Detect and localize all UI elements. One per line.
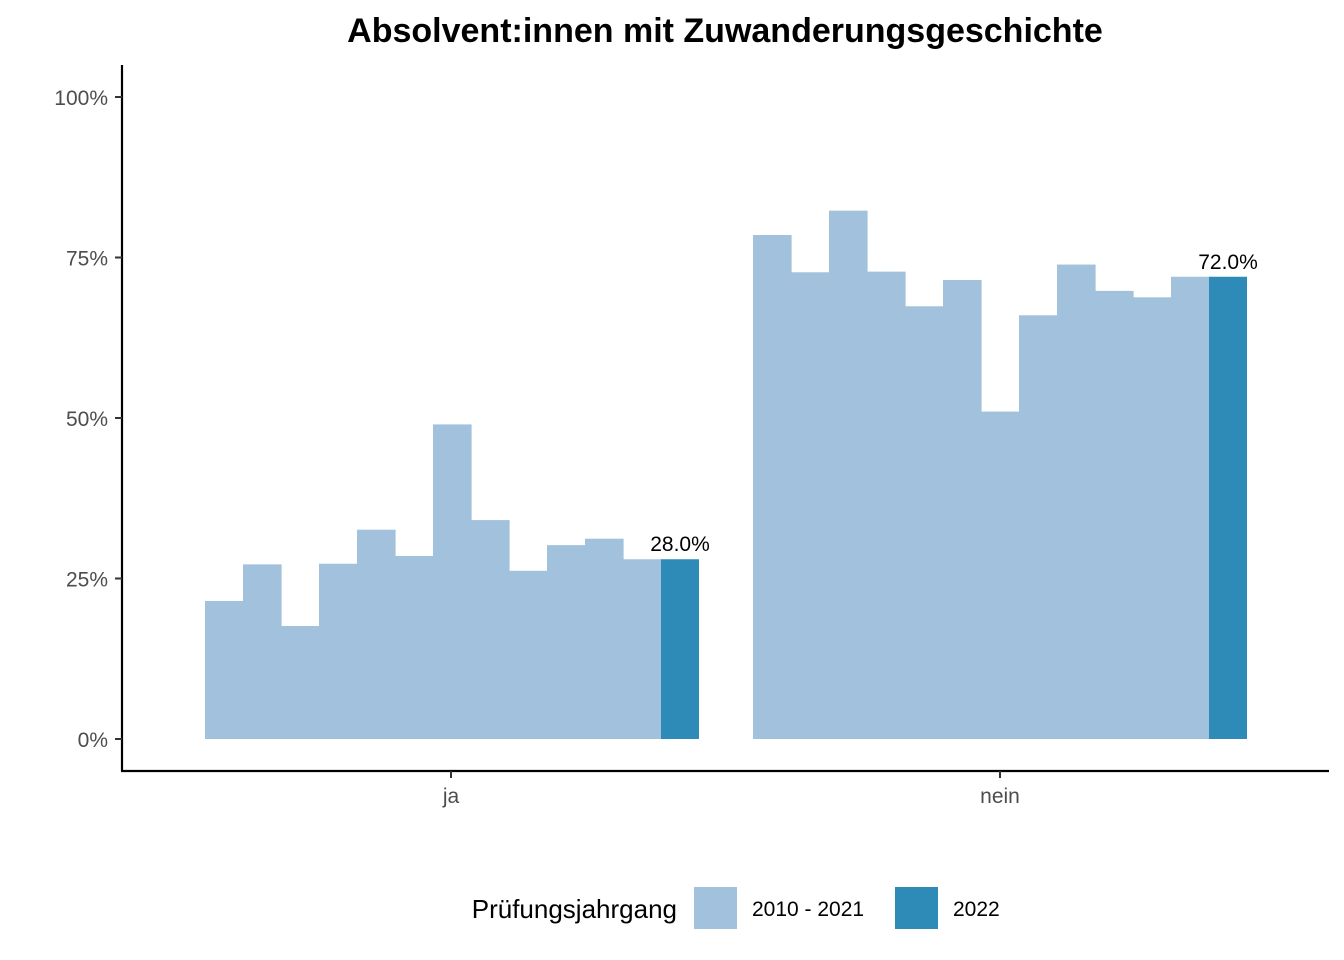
bar-ja-history-7: [433, 424, 472, 739]
legend: Prüfungsjahrgang 2010 - 2021 2022: [472, 887, 1000, 929]
bar-nein-history-5: [905, 306, 944, 739]
bar-ja-history-8: [471, 520, 510, 739]
bar-ja-history-10: [547, 545, 586, 739]
chart-title: Absolvent:innen mit Zuwanderungsgeschich…: [347, 12, 1103, 50]
bar-nein-history-7: [981, 411, 1020, 739]
bar-nein-history-2: [791, 272, 830, 739]
x-axis-ticks: ja nein: [442, 771, 1020, 808]
legend-label-1: 2010 - 2021: [752, 898, 864, 921]
bar-nein-history-12: [1171, 276, 1210, 739]
legend-title: Prüfungsjahrgang: [472, 894, 677, 924]
legend-key-2: [895, 887, 938, 929]
bar-ja-history-4: [319, 563, 358, 739]
bar-ja-history-9: [509, 570, 548, 739]
y-axis-ticks: 0% 25% 50% 75% 100%: [54, 87, 122, 752]
data-label-ja: 28.0%: [650, 533, 710, 556]
y-tick-label: 25%: [66, 569, 108, 592]
bar-nein-history-4: [867, 271, 906, 739]
bar-ja-history-6: [395, 556, 434, 739]
bar-ja-history-3: [281, 626, 320, 739]
bars: [205, 210, 1247, 739]
bar-nein-history-1: [753, 235, 792, 739]
bar-nein-2022: [1209, 276, 1247, 739]
bar-ja-history-5: [357, 529, 396, 739]
data-label-nein: 72.0%: [1198, 251, 1258, 274]
bar-ja-history-11: [585, 538, 624, 739]
legend-label-2: 2022: [953, 898, 1000, 921]
bar-ja-history-1: [205, 600, 244, 739]
bar-ja-history-2: [243, 564, 282, 739]
bar-ja-history-12: [623, 559, 662, 739]
x-tick-label-nein: nein: [980, 785, 1020, 808]
y-tick-label: 50%: [66, 408, 108, 431]
y-tick-label: 100%: [54, 87, 108, 110]
bar-ja-2022: [661, 559, 699, 739]
bar-nein-history-3: [829, 210, 868, 739]
bar-nein-history-6: [943, 279, 982, 739]
x-tick-label-ja: ja: [442, 785, 460, 808]
legend-key-1: [694, 887, 737, 929]
y-tick-label: 0%: [78, 729, 108, 752]
y-tick-label: 75%: [66, 248, 108, 271]
legend-entries: 2010 - 2021 2022: [694, 887, 1000, 929]
data-labels: 28.0% 72.0%: [650, 251, 1258, 556]
bar-nein-history-10: [1095, 290, 1134, 739]
bar-nein-history-11: [1133, 297, 1172, 739]
bar-nein-history-9: [1057, 264, 1096, 739]
bar-nein-history-8: [1019, 315, 1058, 739]
